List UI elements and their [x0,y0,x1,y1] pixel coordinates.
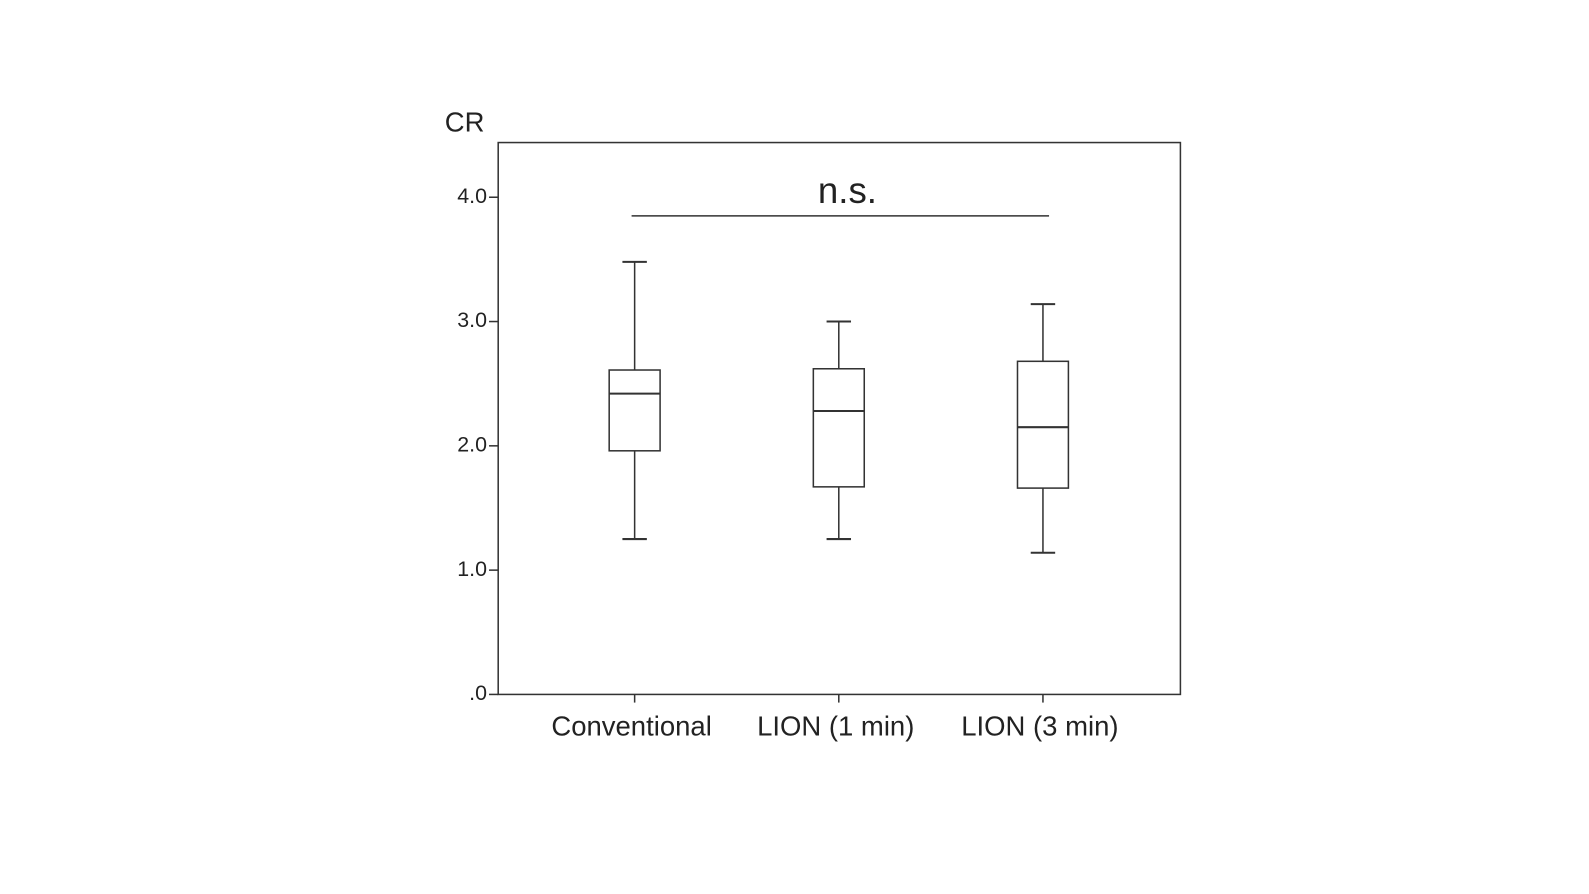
box [608,369,661,452]
x-tick-label: LION (3 min) [961,710,1118,741]
y-tick-label: 4.0 [457,184,487,208]
y-tick-label: 1.0 [457,557,487,581]
box [812,368,866,488]
y-tick-label: 2.0 [457,432,487,456]
y-axis-title: CR [445,106,485,137]
x-tick-label: Conventional [551,710,711,741]
y-tick-label: .0 [469,681,487,705]
significance-label: n.s. [818,170,877,211]
box [1016,360,1070,489]
y-tick-label: 3.0 [457,308,487,332]
x-tick-label: LION (1 min) [757,710,914,741]
